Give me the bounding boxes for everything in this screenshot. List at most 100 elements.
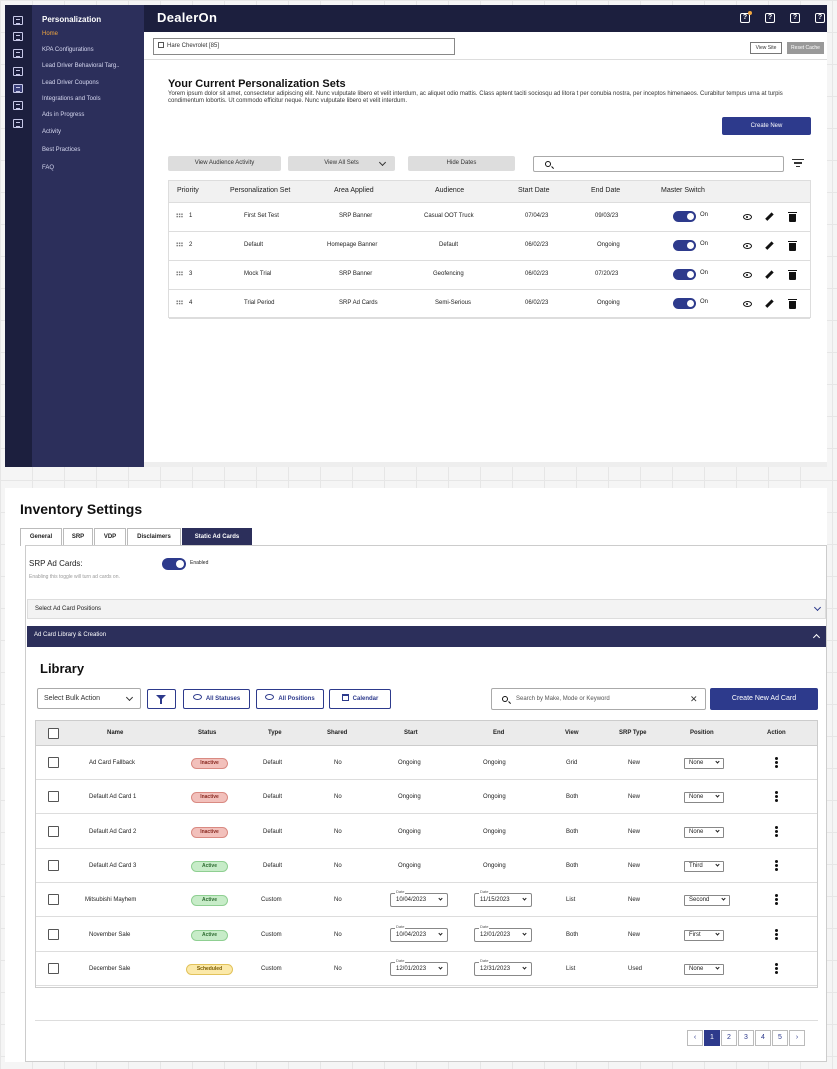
notification-icon[interactable]: ?	[740, 11, 752, 23]
pagination-page[interactable]: 1	[704, 1030, 720, 1046]
all-positions-button[interactable]: All Positions	[256, 689, 324, 709]
help-icon[interactable]: ?	[815, 13, 825, 23]
master-switch-toggle[interactable]	[673, 269, 696, 280]
hide-dates-button[interactable]: Hide Dates	[408, 156, 515, 171]
accordion-ad-card-library[interactable]: Ad Card Library & Creation	[27, 626, 826, 647]
help-icon[interactable]: ?	[765, 13, 775, 23]
row-checkbox[interactable]	[48, 928, 59, 940]
sidebar-item-faq[interactable]: FAQ	[42, 165, 55, 171]
view-all-sets-dropdown[interactable]: View All Sets	[288, 156, 395, 171]
edit-icon[interactable]	[765, 241, 774, 250]
edit-icon[interactable]	[765, 270, 774, 279]
position-select[interactable]: Third	[684, 860, 724, 872]
position-select[interactable]: First	[684, 929, 724, 941]
create-new-ad-card-button[interactable]: Create New Ad Card	[710, 688, 818, 710]
start-date-picker[interactable]: Date 10/04/2023	[390, 889, 448, 908]
master-switch-toggle[interactable]	[673, 240, 696, 251]
help-icon[interactable]: ?	[790, 13, 800, 23]
rail-home-icon[interactable]	[13, 16, 23, 25]
start-date-picker[interactable]: Date 10/04/2023	[390, 923, 448, 942]
row-checkbox[interactable]	[48, 825, 59, 837]
end-date-picker[interactable]: Date 12/31/2023	[474, 957, 532, 976]
view-site-button[interactable]: View Site	[750, 42, 782, 54]
view-icon[interactable]	[743, 301, 752, 307]
sidebar-item-coupons[interactable]: Lead Driver Coupons	[42, 80, 99, 86]
pagination-next[interactable]: ›	[789, 1030, 805, 1046]
edit-icon[interactable]	[765, 212, 774, 221]
tab-general[interactable]: General	[20, 528, 62, 546]
more-actions-icon[interactable]	[775, 791, 778, 795]
site-selector[interactable]: Hare Chevrolet [85]	[153, 38, 455, 55]
position-select[interactable]: None	[684, 826, 724, 838]
more-actions-icon[interactable]	[775, 859, 778, 863]
create-new-button[interactable]: Create New	[722, 117, 811, 135]
filter-icon[interactable]	[792, 159, 804, 169]
filter-button[interactable]	[147, 689, 176, 709]
pagination-page[interactable]: 5	[772, 1030, 788, 1046]
end-date-picker[interactable]: Date 12/01/2023	[474, 923, 532, 942]
more-actions-icon[interactable]	[775, 894, 778, 898]
all-statuses-button[interactable]: All Statuses	[183, 689, 250, 709]
rail-personalization-icon[interactable]	[13, 84, 23, 93]
pagination-page[interactable]: 4	[755, 1030, 771, 1046]
rail-doc-icon[interactable]	[13, 119, 23, 128]
row-checkbox[interactable]	[48, 894, 59, 906]
drag-handle-icon[interactable]	[176, 242, 183, 247]
delete-icon[interactable]	[788, 212, 797, 222]
pagination-page[interactable]: 3	[738, 1030, 754, 1046]
more-actions-icon[interactable]	[775, 962, 778, 966]
row-checkbox[interactable]	[48, 962, 59, 974]
view-audience-activity-button[interactable]: View Audience Activity	[168, 156, 281, 171]
rail-doc-icon[interactable]	[13, 32, 23, 41]
tab-vdp[interactable]: VDP	[94, 528, 126, 546]
drag-handle-icon[interactable]	[176, 271, 183, 276]
tab-static-ad-cards[interactable]: Static Ad Cards	[182, 528, 252, 546]
delete-icon[interactable]	[788, 241, 797, 251]
rail-doc-icon[interactable]	[13, 101, 23, 110]
sidebar-item-ads[interactable]: Ads in Progress	[42, 112, 85, 118]
position-select[interactable]: None	[684, 792, 724, 804]
calendar-button[interactable]: Calendar	[329, 689, 391, 709]
ad-card-search-input[interactable]: Search by Make, Mode or Keyword ✕	[491, 688, 706, 710]
delete-icon[interactable]	[788, 299, 797, 309]
master-switch-toggle[interactable]	[673, 298, 696, 309]
sidebar-item-integrations[interactable]: Integrations and Tools	[42, 96, 101, 102]
position-select[interactable]: Second	[684, 895, 730, 907]
clear-icon[interactable]: ✕	[690, 694, 698, 704]
sidebar-item-behavioral[interactable]: Lead Driver Behavioral Targ..	[42, 63, 120, 69]
select-all-checkbox[interactable]	[48, 728, 59, 739]
position-select[interactable]: None	[684, 758, 724, 769]
edit-icon[interactable]	[765, 299, 774, 308]
view-icon[interactable]	[743, 243, 752, 249]
end-date-picker[interactable]: Date 11/15/2023	[474, 889, 532, 908]
start-date-picker[interactable]: Date 12/01/2023	[390, 957, 448, 976]
view-icon[interactable]	[743, 272, 752, 278]
rail-doc-icon[interactable]	[13, 49, 23, 58]
sidebar-item-kpa[interactable]: KPA Configurations	[42, 47, 94, 53]
sidebar-item-activity[interactable]: Activity	[42, 129, 62, 135]
rail-doc-icon[interactable]	[13, 67, 23, 76]
sidebar-item-best-practices[interactable]: Best Practices	[42, 147, 81, 153]
more-actions-icon[interactable]	[775, 928, 778, 932]
more-actions-icon[interactable]	[775, 825, 778, 829]
drag-handle-icon[interactable]	[176, 213, 183, 218]
row-checkbox[interactable]	[48, 757, 59, 768]
row-checkbox[interactable]	[48, 859, 59, 871]
master-switch-toggle[interactable]	[673, 211, 696, 222]
tab-srp[interactable]: SRP	[63, 528, 93, 546]
more-actions-icon[interactable]	[775, 757, 778, 760]
position-select[interactable]: None	[684, 963, 724, 975]
row-checkbox[interactable]	[48, 791, 59, 803]
reset-cache-button[interactable]: Reset Cache	[787, 42, 824, 54]
accordion-ad-card-positions[interactable]: Select Ad Card Positions	[27, 599, 826, 619]
srp-ad-cards-toggle[interactable]	[162, 558, 186, 570]
bulk-action-select[interactable]: Select Bulk Action	[37, 688, 141, 709]
pagination-page[interactable]: 2	[721, 1030, 737, 1046]
drag-handle-icon[interactable]	[176, 300, 183, 305]
delete-icon[interactable]	[788, 270, 797, 280]
view-icon[interactable]	[743, 214, 752, 220]
pagination-prev[interactable]: ‹	[687, 1030, 703, 1046]
sidebar-item-home[interactable]: Home	[42, 31, 59, 37]
tab-disclaimers[interactable]: Disclaimers	[127, 528, 181, 546]
sets-search-input[interactable]	[533, 156, 784, 172]
